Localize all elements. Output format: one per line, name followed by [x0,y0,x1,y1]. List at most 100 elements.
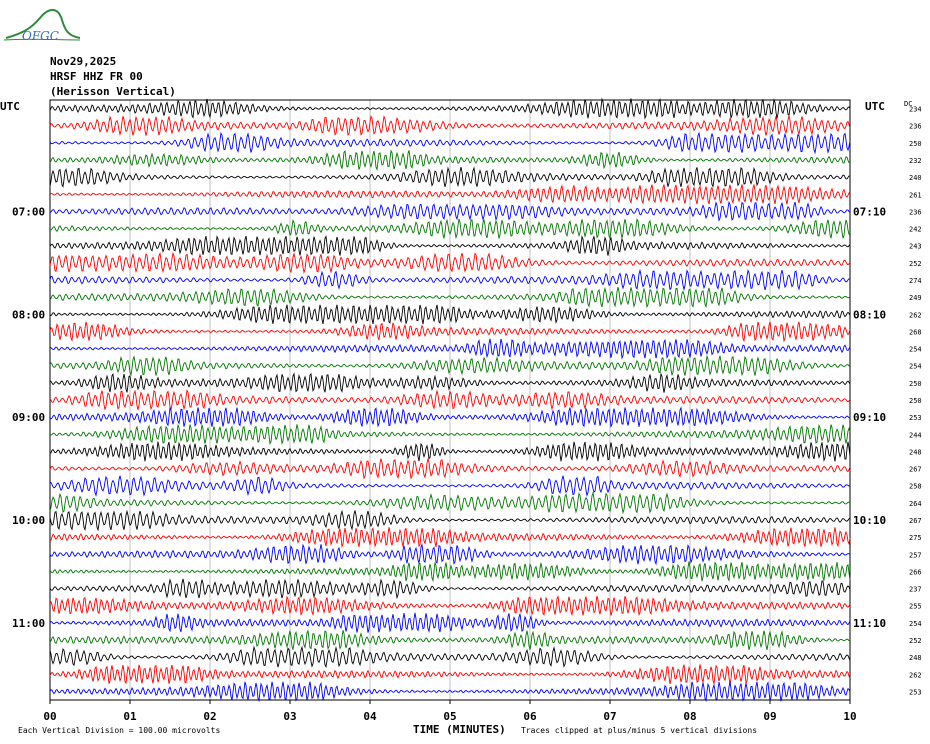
dc-offset-values: 234 236 250 232 240 261 236 242 243 252 274 249 262 2… [909,106,922,697]
x-tick-label: 01 [123,710,137,723]
trace-line [49,372,851,393]
dc-offset-value: 275 [909,534,922,542]
x-axis-ticks: 00 01 02 03 04 05 06 07 08 09 10 [43,700,857,723]
trace-line [49,491,851,515]
dc-offset-value: 261 [909,191,922,199]
dc-offset-value: 255 [909,603,922,611]
right-hour-label: 08:10 [853,308,886,321]
trace-line [49,268,851,292]
dc-offset-value: 236 [909,208,922,216]
location-label: (Herisson Vertical) [50,85,176,98]
x-tick-label: 10 [843,710,856,723]
dc-offset-value: 262 [909,671,922,679]
trace-line [49,561,851,583]
trace-line [49,527,851,549]
dc-offset-value: 274 [909,277,922,285]
dc-offset-value: 232 [909,157,922,165]
left-hour-label: 11:00 [12,617,45,630]
trace-line [49,388,851,411]
trace-line [49,131,851,155]
dc-offset-value: 257 [909,551,922,559]
time-grid [129,100,771,700]
dc-offset-value: 252 [909,637,922,645]
trace-line [49,578,851,600]
dc-offset-value: 262 [909,311,922,319]
x-tick-label: 06 [523,710,537,723]
dc-offset-value: 250 [909,140,922,148]
trace-line [49,645,851,669]
right-hour-label: 10:10 [853,514,886,527]
trace-line [49,304,851,325]
x-tick-label: 03 [283,710,296,723]
station-label: HRSF HHZ FR 00 [50,70,143,83]
dc-offset-value: 242 [909,226,922,234]
dc-offset-value: 254 [909,346,922,354]
trace-line [49,594,851,617]
x-tick-label: 05 [443,710,456,723]
trace-line [49,149,851,172]
dc-offset-value: 254 [909,363,922,371]
trace-line [49,338,851,360]
trace-line [49,406,851,428]
dc-offset-value: 267 [909,466,922,474]
seismic-traces [49,97,851,703]
left-hour-label: 08:00 [12,308,45,321]
dc-offset-value: 252 [909,260,922,268]
trace-line [49,354,851,377]
trace-line [49,629,851,650]
dc-offset-value: 243 [909,243,922,251]
dc-offset-value: 250 [909,380,922,388]
trace-line [49,509,851,532]
date-label: Nov29,2025 [50,55,117,68]
right-utc-label: UTC [865,100,885,113]
x-tick-label: 04 [363,710,377,723]
trace-line [49,458,851,480]
trace-line [49,286,851,309]
footer-scale-note: Each Vertical Division = 100.00 microvol… [18,726,220,735]
left-hour-labels: 07:00 08:00 09:00 10:00 11:00 [12,205,45,629]
dc-offset-value: 249 [909,294,922,302]
footer-clip-note: Traces clipped at plus/minus 5 vertical … [521,726,757,735]
trace-line [49,115,851,137]
x-tick-label: 02 [203,710,216,723]
trace-line [49,200,851,222]
right-hour-label: 09:10 [853,411,886,424]
dc-label: DC [904,100,912,108]
dc-offset-value: 250 [909,397,922,405]
dc-offset-value: 244 [909,431,922,439]
right-hour-label: 07:10 [853,205,886,218]
x-tick-label: 08 [683,710,696,723]
trace-line [49,166,851,188]
x-tick-label: 09 [763,710,776,723]
dc-offset-value: 236 [909,123,922,131]
dc-offset-value: 264 [909,500,922,508]
trace-line [49,423,851,446]
ofgc-logo: OFGC [3,9,81,43]
trace-line [49,441,851,462]
dc-offset-value: 268 [909,328,922,336]
trace-line [49,681,851,703]
trace-line [49,543,851,566]
trace-line [49,475,851,497]
dc-offset-value: 267 [909,517,922,525]
left-utc-label: UTC [0,100,20,113]
dc-offset-value: 248 [909,654,922,662]
trace-line [49,251,851,275]
dc-offset-value: 248 [909,448,922,456]
trace-line [49,321,851,343]
dc-offset-value: 237 [909,586,922,594]
right-hour-labels: 07:10 08:10 09:10 10:10 11:10 [853,205,886,629]
dc-offset-value: 240 [909,174,922,182]
dc-offset-value: 253 [909,688,922,696]
dc-offset-value: 234 [909,106,922,114]
trace-line [49,612,851,634]
trace-line [49,234,851,256]
dc-offset-value: 266 [909,568,922,576]
trace-line [49,664,851,685]
left-hour-label: 09:00 [12,411,45,424]
logo-text: OFGC [22,29,59,43]
x-tick-label: 07 [603,710,616,723]
left-hour-label: 07:00 [12,205,45,218]
x-axis-label: TIME (MINUTES) [413,723,506,736]
